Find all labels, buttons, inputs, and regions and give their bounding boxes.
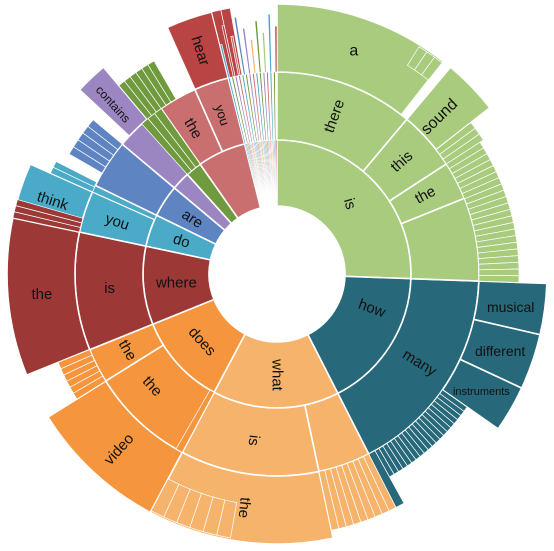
top-sliver[interactable] [267, 13, 273, 73]
label-do-d1: do [171, 230, 192, 251]
top-sliver[interactable] [249, 38, 257, 74]
is-d3-sliver[interactable] [478, 275, 520, 283]
is-d4-sliver[interactable] [421, 56, 443, 81]
label-different-d3: different [475, 343, 525, 359]
sunburst-segments [6, 3, 548, 545]
label-you-d2: you [212, 103, 233, 128]
top-sliver[interactable] [254, 20, 262, 74]
label-where-d1: where [155, 274, 197, 291]
does-d3-sliver[interactable] [57, 349, 93, 370]
what-d3-sliver[interactable] [318, 469, 340, 531]
top-sliver[interactable] [261, 31, 267, 73]
segment-a-d3[interactable] [276, 3, 445, 116]
label-instruments-d3: instruments [453, 386, 510, 398]
label-the-d3: the [31, 286, 52, 303]
green-d3-sliver[interactable] [147, 60, 177, 103]
segment-does-gap-d2[interactable] [175, 389, 215, 453]
label-the-d3: the [235, 496, 254, 519]
label-you-d2: you [103, 210, 131, 234]
segment-video-d3[interactable] [46, 379, 184, 514]
label-a-d3: a [349, 42, 358, 59]
is-d3-sliver[interactable] [478, 268, 520, 277]
top-sliver[interactable] [219, 44, 231, 79]
top-sliver[interactable] [242, 27, 252, 75]
label-what-d1: what [269, 358, 286, 392]
label-musical-d3: musical [487, 299, 534, 315]
label-is-d1: is [340, 196, 359, 211]
top-sliver[interactable] [230, 35, 241, 77]
what-d4-sliver[interactable] [150, 478, 180, 518]
label-is-d2: is [104, 280, 115, 297]
top-sliver[interactable] [275, 139, 278, 207]
top-sliver[interactable] [274, 25, 278, 73]
top-sliver[interactable] [273, 71, 277, 141]
label-is-d2: is [245, 434, 263, 447]
where-d3-sliver[interactable] [15, 199, 84, 224]
